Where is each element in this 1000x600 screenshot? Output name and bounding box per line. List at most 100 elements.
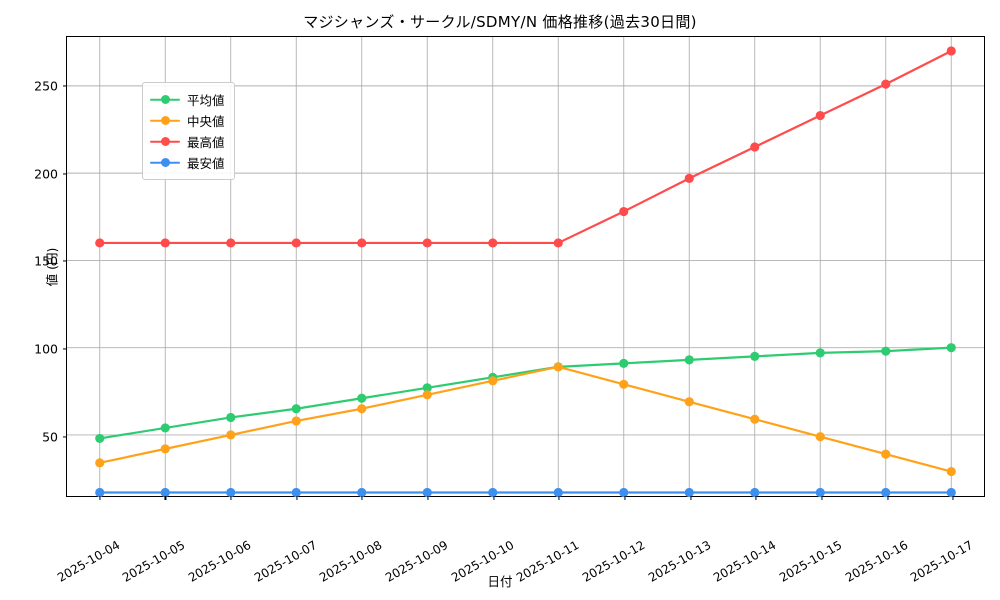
series-1 — [95, 343, 956, 443]
y-tick-mark — [63, 260, 67, 262]
x-tick-mark — [821, 496, 823, 500]
y-tick-mark — [63, 348, 67, 350]
data-point — [488, 487, 498, 498]
data-point — [946, 46, 956, 56]
x-tick-mark — [427, 496, 429, 500]
y-tick-mark — [63, 436, 67, 438]
data-point — [226, 487, 236, 498]
data-point — [553, 487, 563, 498]
y-tick-label: 50 — [42, 429, 58, 445]
data-point — [684, 487, 694, 498]
data-point — [553, 362, 563, 372]
legend-item-2[interactable]: 中央値 — [150, 110, 225, 131]
data-point — [357, 238, 367, 248]
legend-marker-icon — [150, 156, 180, 170]
series-lines — [95, 46, 956, 498]
x-tick-mark — [886, 496, 889, 500]
data-point — [291, 238, 301, 248]
data-point — [226, 412, 236, 423]
data-point — [684, 397, 694, 407]
data-point — [291, 416, 301, 426]
data-point — [750, 414, 760, 424]
data-point — [226, 238, 236, 248]
chart-legend: 平均値中央値最高値最安値 — [142, 82, 235, 180]
data-point — [95, 238, 105, 248]
y-tick-label: 100 — [34, 341, 58, 357]
data-point — [946, 466, 956, 477]
data-point — [488, 376, 498, 386]
series-3 — [95, 46, 956, 248]
data-point — [619, 358, 629, 368]
legend-label: 最安値 — [187, 156, 225, 171]
data-point — [619, 487, 629, 498]
data-point — [422, 238, 432, 248]
x-tick-mark — [99, 496, 101, 500]
data-point — [619, 206, 629, 217]
data-point — [291, 487, 301, 498]
grid-lines — [67, 37, 984, 496]
data-point — [553, 238, 563, 248]
data-point — [881, 449, 891, 459]
plot-area: 50 100 150 200 250 2025-10-04 2025-10-05 2025-… — [34, 36, 985, 585]
data-point — [881, 346, 891, 356]
legend-item-1[interactable]: 平均値 — [150, 89, 225, 110]
data-point — [881, 79, 891, 89]
data-point — [422, 487, 432, 498]
legend-label: 中央値 — [187, 114, 225, 129]
data-point — [488, 238, 498, 248]
data-point — [160, 238, 170, 248]
data-point — [95, 487, 105, 498]
y-tick-mark — [63, 85, 67, 87]
x-tick-mark — [361, 496, 363, 500]
data-point — [946, 487, 956, 498]
x-tick-mark — [558, 496, 560, 500]
data-point — [291, 404, 301, 414]
data-point — [684, 355, 694, 365]
data-point — [357, 487, 367, 498]
data-point — [95, 458, 105, 468]
data-point — [750, 142, 760, 152]
x-tick-mark — [164, 496, 166, 500]
x-tick-mark — [755, 496, 757, 500]
data-point — [750, 487, 760, 498]
data-point — [684, 173, 694, 183]
y-tick-label: 150 — [34, 253, 58, 269]
series-4 — [95, 487, 956, 498]
data-point — [357, 404, 367, 414]
legend-item-4[interactable]: 最安値 — [150, 152, 225, 173]
data-point — [815, 348, 825, 358]
y-tick-label: 250 — [34, 78, 58, 94]
data-point — [815, 487, 825, 498]
legend-marker-icon — [150, 135, 180, 149]
chart-title: マジシャンズ・サークル/SDMY/N 価格推移(過去30日間) — [303, 13, 697, 31]
x-tick-mark — [493, 496, 495, 500]
x-tick-mark — [952, 496, 954, 500]
y-tick-label: 200 — [34, 166, 58, 182]
x-tick-mark — [624, 496, 626, 500]
data-point — [815, 110, 825, 121]
x-tick-mark — [690, 496, 692, 500]
data-point — [750, 351, 760, 361]
data-point — [946, 343, 956, 353]
data-point — [619, 379, 629, 389]
data-point — [357, 393, 367, 403]
data-point — [881, 487, 891, 498]
legend-item-3[interactable]: 最高値 — [150, 131, 225, 152]
data-point — [815, 432, 825, 442]
x-axis-label: 日付 — [487, 574, 513, 589]
data-point — [160, 423, 170, 433]
x-tick-mark — [296, 496, 298, 500]
data-point — [160, 487, 170, 498]
series-2 — [95, 362, 956, 477]
legend-marker-icon — [150, 93, 180, 107]
y-axis-label: 値 (円) — [44, 247, 60, 287]
legend-label: 平均値 — [187, 93, 225, 108]
data-point — [422, 390, 432, 400]
data-point — [226, 430, 236, 440]
legend-marker-icon — [150, 114, 180, 128]
data-point — [160, 444, 170, 454]
legend-label: 最高値 — [187, 135, 225, 150]
data-point — [422, 383, 432, 393]
data-point — [95, 433, 105, 443]
